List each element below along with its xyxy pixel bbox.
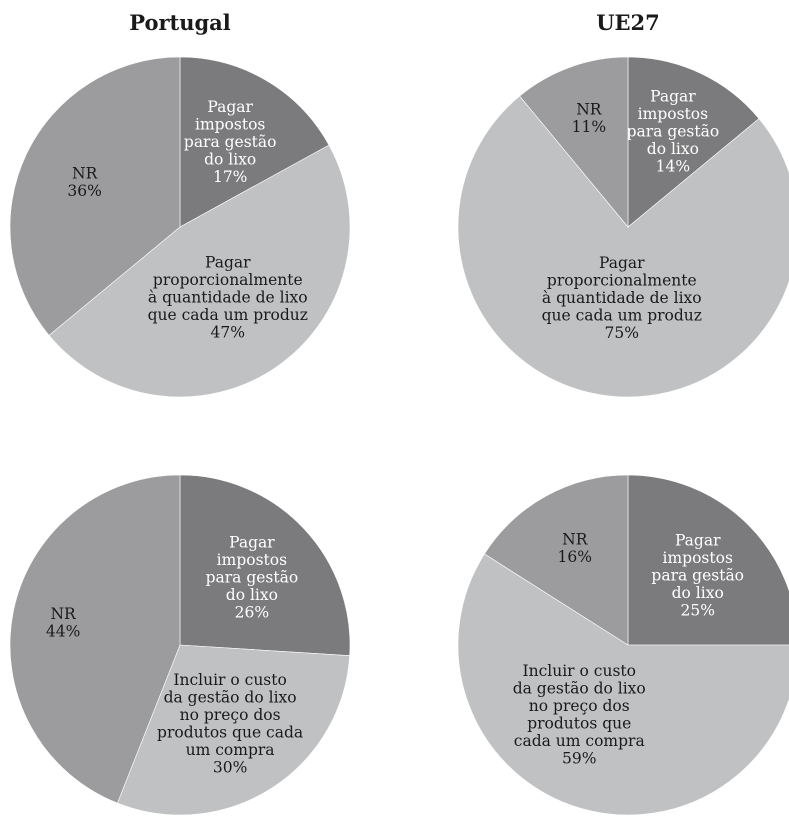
slice-label: NR 44% xyxy=(46,605,80,641)
slice-label-line: para gestão xyxy=(651,566,744,584)
slice-label-line: impostos xyxy=(638,105,708,123)
slice-label-line: 59% xyxy=(562,749,596,767)
slice-label-line: Incluir o custo xyxy=(173,671,286,689)
slice-label-line: Pagar xyxy=(675,531,721,549)
pie-slice xyxy=(484,474,629,646)
slice-label-line: 17% xyxy=(213,168,247,186)
slice-label: Pagar proporcionalmente à quantidade de li… xyxy=(148,253,308,341)
slice-label-line: impostos xyxy=(217,551,287,569)
slice-label: Incluir o custo da gestão do lixo no preço… xyxy=(513,662,646,768)
slice-label-line: no preço dos xyxy=(529,697,630,715)
slice-label-line: da gestão do lixo xyxy=(513,679,646,697)
slice-label-line: à quantidade de lixo xyxy=(148,288,308,306)
slice-label-line: 11% xyxy=(572,118,606,136)
slice-label-line: impostos xyxy=(663,549,733,567)
pie-chart-ue27-bottom: Pagar impostos para gestão do lixo 25%Inclui… xyxy=(457,474,789,816)
slice-label-line: Pagar xyxy=(599,254,645,272)
slice-label: Pagar impostos para gestão do lixo 14% xyxy=(627,88,720,176)
slice-label-line: 75% xyxy=(605,324,639,342)
slice-label-line: NR xyxy=(50,605,77,623)
pie-slice xyxy=(457,95,789,398)
slice-label-line: do lixo xyxy=(226,586,278,604)
column-title-portugal: Portugal xyxy=(129,10,231,35)
slice-label-line: um compra xyxy=(186,741,275,759)
slice-label-line: Pagar xyxy=(229,534,275,552)
pie-slice xyxy=(627,474,789,646)
slice-label-line: NR xyxy=(576,100,603,118)
slice-label: NR 11% xyxy=(572,100,606,136)
pie-slice xyxy=(457,553,789,816)
slice-label-line: 36% xyxy=(67,182,101,200)
slice-label-line: no preço dos xyxy=(180,706,281,724)
pie-chart-ue27-top: Pagar impostos para gestão do lixo 14%Pagar p… xyxy=(457,56,789,398)
slice-label-line: Pagar xyxy=(650,88,696,106)
slice-label-line: produtos que cada xyxy=(157,724,303,742)
pie-chart-portugal-bottom: Pagar impostos para gestão do lixo 26% Inclui… xyxy=(9,474,351,816)
slice-label: Pagar impostos para gestão do lixo 17% xyxy=(184,98,277,186)
slice-label: Pagar impostos para gestão do lixo 25% xyxy=(651,531,744,619)
slice-label: Incluir o custo da gestão do lixo no preço… xyxy=(157,671,303,777)
slice-label-line: Incluir o custo xyxy=(523,662,636,680)
slice-label-line: 25% xyxy=(680,601,714,619)
slice-label-line: do lixo xyxy=(647,140,699,158)
slice-label-line: impostos xyxy=(195,116,265,134)
slice-label: NR 16% xyxy=(558,530,592,566)
slice-label-line: da gestão do lixo xyxy=(164,689,297,707)
slice-label-line: 26% xyxy=(235,604,269,622)
pie-chart-portugal-top: Pagar impostos para gestão do lixo 17%Pagar p… xyxy=(9,56,351,398)
slice-label-line: para gestão xyxy=(184,133,277,151)
slice-label-line: que cada um produz xyxy=(542,307,702,325)
pie-slice xyxy=(179,474,351,656)
pie-slice xyxy=(9,56,181,336)
pie-slice xyxy=(519,56,629,228)
pie-slice xyxy=(117,644,350,816)
slice-label-line: proporcionalmente xyxy=(153,271,303,289)
pie-slice xyxy=(48,144,351,398)
slice-label: Pagar proporcionalmente à quantidade de li… xyxy=(542,254,702,342)
slice-label-line: cada um compra xyxy=(514,732,645,750)
slice-label-line: NR xyxy=(562,530,589,548)
slice-label-line: 14% xyxy=(656,158,690,176)
slice-label-line: proporcionalmente xyxy=(547,272,697,290)
slice-label-line: para gestão xyxy=(206,569,299,587)
slice-label-line: para gestão xyxy=(627,123,720,141)
slice-label-line: 47% xyxy=(211,323,245,341)
pie-slice xyxy=(627,56,760,228)
slice-label-line: NR xyxy=(72,164,99,182)
pie-slice xyxy=(9,474,181,804)
slice-label-line: Pagar xyxy=(205,253,251,271)
slice-label-line: 44% xyxy=(46,622,80,640)
slice-label-line: à quantidade de lixo xyxy=(542,289,702,307)
slice-label-line: 30% xyxy=(213,759,247,777)
slice-label-line: do lixo xyxy=(672,584,724,602)
slice-label: NR 36% xyxy=(67,164,101,200)
slice-label: Pagar impostos para gestão do lixo 26% xyxy=(206,534,299,622)
slice-label-line: 16% xyxy=(558,548,592,566)
slice-label-line: produtos que xyxy=(527,714,631,732)
column-title-ue27: UE27 xyxy=(596,10,660,35)
slice-label-line: Pagar xyxy=(207,98,253,116)
slice-label-line: que cada um produz xyxy=(148,306,308,324)
pie-slice xyxy=(179,56,330,228)
slice-label-line: do lixo xyxy=(204,151,256,169)
